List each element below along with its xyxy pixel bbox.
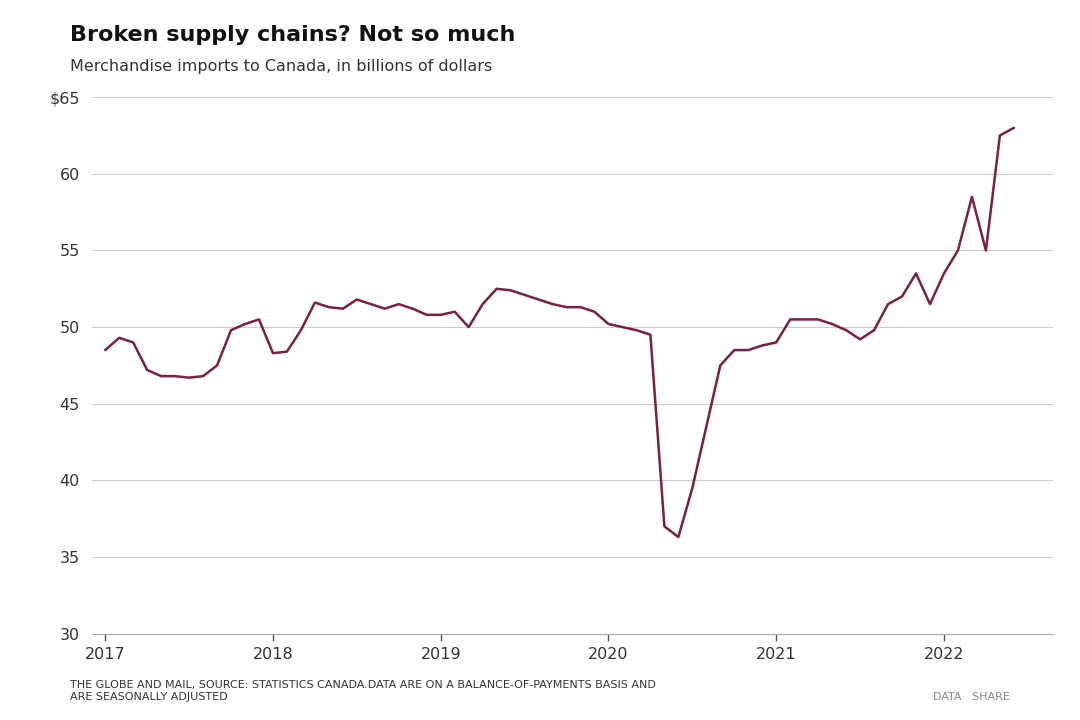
Text: DATA   SHARE: DATA SHARE (933, 692, 1010, 702)
Text: Merchandise imports to Canada, in billions of dollars: Merchandise imports to Canada, in billio… (70, 59, 492, 74)
Text: THE GLOBE AND MAIL, SOURCE: STATISTICS CANADA.DATA ARE ON A BALANCE-OF-PAYMENTS : THE GLOBE AND MAIL, SOURCE: STATISTICS C… (70, 680, 656, 702)
Text: Broken supply chains? Not so much: Broken supply chains? Not so much (70, 25, 515, 45)
